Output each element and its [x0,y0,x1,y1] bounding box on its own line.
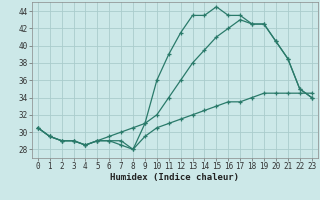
X-axis label: Humidex (Indice chaleur): Humidex (Indice chaleur) [110,173,239,182]
